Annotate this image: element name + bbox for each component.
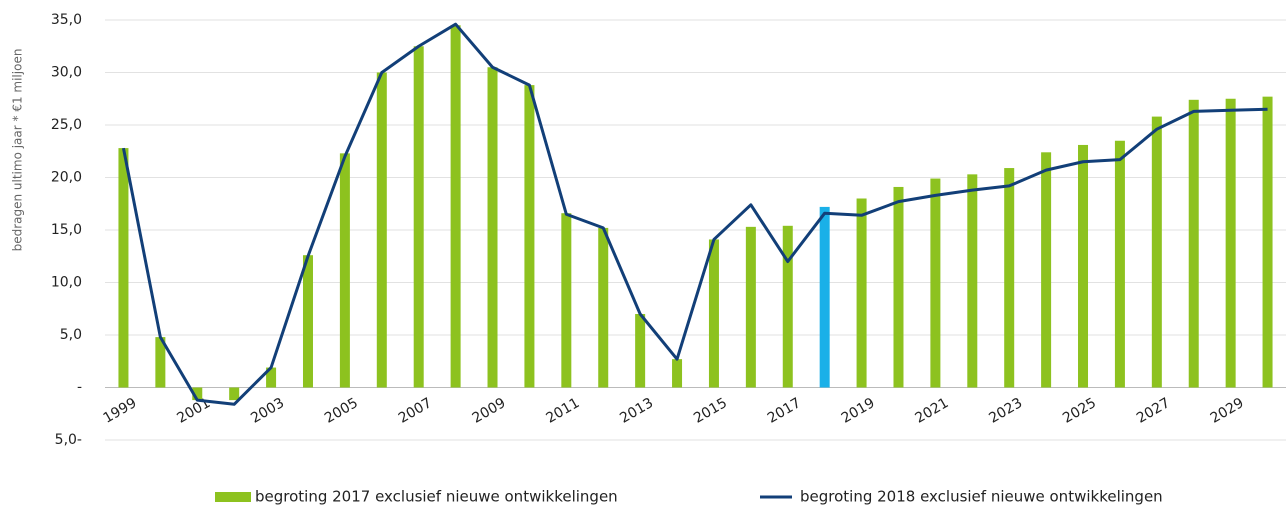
bar [1151,116,1162,388]
x-tick-label: 2023 [986,395,1025,427]
bar [930,178,941,388]
bar [598,227,609,388]
bar [1004,168,1015,388]
x-tick-label: 2029 [1208,395,1247,427]
x-tick-label: 2011 [543,395,582,427]
bar [1078,144,1089,388]
bar [1114,140,1125,388]
bar [967,174,978,388]
x-tick-label: 2003 [248,395,287,427]
bar [524,85,535,388]
bar [1041,152,1052,388]
y-axis-label: bedragen ultimo jaar * €1 miljoen [11,49,25,252]
x-tick-label: 2017 [765,395,804,427]
y-tick-label: 10,0 [51,275,82,291]
bar [339,153,350,388]
bar [266,367,277,388]
bar [893,186,904,388]
y-tick-label: - [77,380,82,396]
x-tick-label: 1999 [101,395,140,427]
x-tick-label: 2015 [691,395,730,427]
bar [487,67,498,388]
x-tick-label: 2005 [322,395,361,427]
x-tick-label: 2025 [1060,395,1099,427]
bar [229,387,240,401]
x-tick-label: 2007 [396,395,435,427]
bar [856,198,867,388]
bar [672,359,683,388]
line [121,22,1268,406]
y-tick-label: 15,0 [51,222,82,238]
bar [1225,98,1236,388]
bar [1188,99,1199,388]
legend-label: begroting 2017 exclusief nieuwe ontwikke… [255,488,618,506]
bar [1262,96,1273,388]
bar [118,148,129,388]
x-tick-label: 2013 [617,395,656,427]
legend-label: begroting 2018 exclusief nieuwe ontwikke… [800,488,1163,506]
y-tick-label: 35,0 [51,12,82,28]
legend-swatch [215,492,251,502]
y-tick-label: 5,0 [60,327,82,343]
y-tick-label: 25,0 [51,117,82,133]
y-tick-label: 30,0 [51,65,82,81]
bar [561,213,572,388]
x-tick-label: 2021 [913,395,952,427]
bar [413,46,424,388]
bar [376,72,387,388]
bar [155,337,166,388]
bar [635,314,646,388]
x-tick-label: 2019 [839,395,878,427]
bar [782,225,793,388]
bar [745,226,756,388]
bar [302,255,313,388]
x-tick-label: 2027 [1134,395,1173,427]
bar [708,239,719,388]
bar [819,206,830,388]
y-tick-label: 5,0- [55,432,82,448]
x-tick-label: 2009 [470,395,509,427]
y-tick-label: 20,0 [51,170,82,186]
bar [450,25,461,388]
bar [192,387,203,401]
